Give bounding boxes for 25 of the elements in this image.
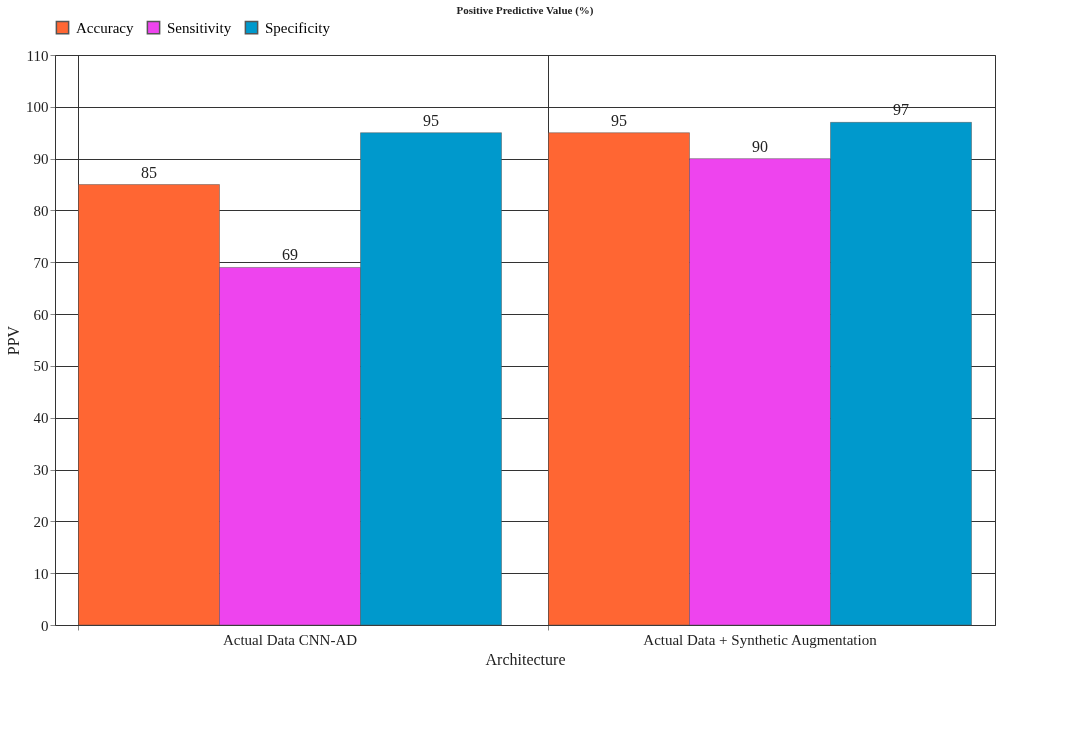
- y-tick-label: 20: [33, 513, 49, 530]
- legend-label: Specificity: [265, 19, 331, 36]
- data-label: 90: [752, 137, 768, 155]
- y-tick-label: 40: [33, 410, 49, 427]
- y-axis-title: PPV: [5, 325, 22, 356]
- y-tick-label: 100: [26, 99, 49, 116]
- x-tick-label: Actual Data CNN-AD: [222, 631, 358, 648]
- y-tick-label: 80: [33, 202, 49, 219]
- data-label: 85: [141, 163, 157, 181]
- x-axis-title: Architecture: [485, 650, 566, 668]
- y-tick-label: 70: [33, 254, 49, 271]
- x-tick-label: Actual Data + Synthetic Augmentation: [643, 631, 878, 648]
- y-tick-label: 30: [33, 462, 49, 479]
- y-tick-label: 0: [41, 617, 49, 634]
- y-tick-label: 110: [26, 47, 49, 64]
- data-label: 69: [282, 246, 298, 264]
- y-tick-label: 90: [33, 151, 49, 168]
- chart-title: Positive Predictive Value (%): [456, 4, 594, 17]
- y-tick-label: 50: [33, 358, 49, 375]
- legend-label: Accuracy: [76, 19, 134, 36]
- legend-label: Sensitivity: [167, 19, 232, 36]
- data-label: 95: [423, 111, 439, 129]
- y-tick-label: 10: [33, 565, 49, 582]
- y-tick-label: 60: [33, 306, 49, 323]
- data-label: 95: [611, 111, 627, 129]
